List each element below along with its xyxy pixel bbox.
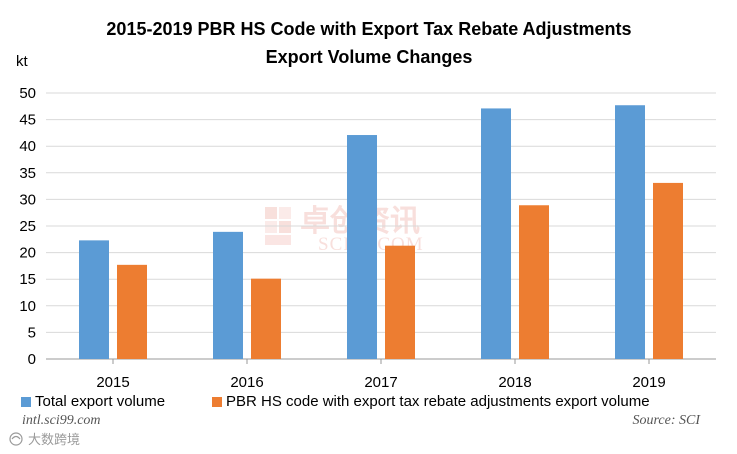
bars xyxy=(79,105,683,360)
y-tick-label: 10 xyxy=(19,298,36,315)
footer-brand-text: 大数跨境 xyxy=(28,432,80,447)
source-site-text: intl.sci99.com xyxy=(22,413,101,428)
x-tick-label: 2017 xyxy=(364,374,397,391)
y-tick-label: 15 xyxy=(19,271,36,288)
bar-total-export-volume-2017 xyxy=(347,135,377,359)
y-axis-unit-label: kt xyxy=(16,53,29,70)
x-tick-label: 2015 xyxy=(96,374,129,391)
y-tick-label: 40 xyxy=(19,138,36,155)
y-tick-label: 35 xyxy=(19,165,36,182)
bar-pbr-export-volume-2015 xyxy=(117,264,147,359)
chart-title-line-2: Export Volume Changes xyxy=(266,47,473,67)
y-tick-label: 25 xyxy=(19,218,36,235)
legend-label-total-export-volume: Total export volume xyxy=(35,393,165,410)
y-tick-label: 50 xyxy=(19,85,36,102)
watermark-logo-icon xyxy=(265,207,291,245)
chart-title-line-1: 2015-2019 PBR HS Code with Export Tax Re… xyxy=(106,19,631,39)
legend-swatch-total-export-volume xyxy=(21,397,31,407)
y-tick-label: 5 xyxy=(28,324,36,341)
y-tick-label: 20 xyxy=(19,245,36,262)
x-tick-label: 2019 xyxy=(632,374,665,391)
bar-total-export-volume-2016 xyxy=(213,231,243,359)
y-axis-tick-labels: 0 5 10 15 20 25 30 35 40 45 50 xyxy=(19,85,36,368)
x-tick-label: 2018 xyxy=(498,374,531,391)
x-axis-tick-labels: 2015 2016 2017 2018 2019 xyxy=(96,374,665,391)
legend-swatch-pbr-export-volume xyxy=(212,397,222,407)
x-tick-label: 2016 xyxy=(230,374,263,391)
y-tick-label: 30 xyxy=(19,191,36,208)
bar-pbr-export-volume-2016 xyxy=(251,278,281,359)
legend-label-pbr-export-volume: PBR HS code with export tax rebate adjus… xyxy=(226,393,650,410)
legend: Total export volume PBR HS code with exp… xyxy=(21,393,650,410)
grid-lines xyxy=(46,92,716,364)
footer-logo-icon xyxy=(9,432,23,446)
bar-pbr-export-volume-2018 xyxy=(519,205,549,359)
y-tick-label: 0 xyxy=(28,351,36,368)
bar-pbr-export-volume-2017 xyxy=(385,245,415,359)
y-tick-label: 45 xyxy=(19,112,36,129)
source-credit-text: Source: SCI xyxy=(632,413,701,428)
bar-total-export-volume-2018 xyxy=(481,108,511,359)
bar-total-export-volume-2019 xyxy=(615,105,645,360)
footer-brand: 大数跨境 xyxy=(9,432,80,447)
bar-total-export-volume-2015 xyxy=(79,240,109,359)
bar-pbr-export-volume-2019 xyxy=(653,182,683,359)
